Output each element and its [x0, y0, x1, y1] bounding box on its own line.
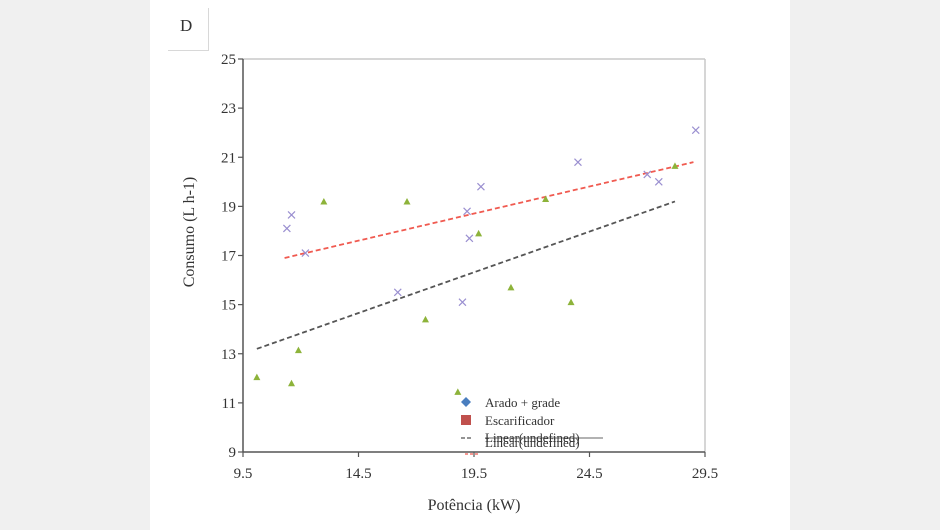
x-marker — [463, 207, 471, 216]
x-marker — [654, 177, 663, 186]
x-marker — [282, 224, 291, 233]
trendline — [256, 200, 676, 350]
triangle-marker — [253, 373, 261, 381]
y-tick-label: 17 — [221, 249, 237, 265]
triangle-marker — [294, 346, 302, 354]
y-axis-title: Consumo (L h-1) — [181, 177, 198, 288]
triangle-marker — [507, 283, 515, 291]
legend-label: Escarificador — [485, 413, 555, 428]
triangle-marker — [671, 162, 679, 169]
legend-label: Arado + grade — [485, 395, 560, 410]
x-marker — [691, 126, 700, 135]
x-tick-label: 24.5 — [576, 466, 602, 482]
x-tick-label: 29.5 — [692, 466, 718, 482]
x-tick-label: 14.5 — [345, 466, 371, 482]
x-marker — [574, 158, 582, 167]
x-tick-label: 9.5 — [234, 466, 253, 482]
x-marker — [393, 288, 402, 297]
legend-label: Linear(undefined) — [485, 430, 580, 445]
triangle-marker — [567, 298, 575, 306]
data-points — [253, 126, 700, 395]
x-marker — [287, 211, 296, 219]
triangle-marker — [542, 195, 550, 203]
legend: Arado + grade Escarificador Linear(undefin… — [461, 395, 603, 455]
y-tick-label: 13 — [221, 347, 236, 363]
x-marker — [458, 298, 467, 307]
triangle-marker — [288, 379, 296, 387]
trendlines — [256, 161, 694, 350]
triangle-marker — [403, 197, 411, 205]
triangle-marker — [421, 315, 429, 323]
y-tick-label: 21 — [221, 150, 236, 166]
x-marker — [643, 170, 652, 179]
y-tick-label: 9 — [229, 445, 237, 461]
axes: 9 11 13 15 17 19 21 23 25 9.5 14.5 19.5 24.5 29.5 — [221, 52, 718, 482]
y-tick-label: 25 — [221, 52, 236, 68]
x-axis-title: Potência (kW) — [428, 497, 521, 514]
chart-panel — [150, 0, 790, 530]
y-tick-label: 19 — [221, 199, 236, 215]
legend-square-icon — [461, 415, 471, 425]
trendline — [284, 161, 694, 259]
x-marker — [477, 182, 485, 191]
panel-label: D — [180, 16, 193, 35]
y-tick-label: 11 — [222, 396, 236, 412]
y-tick-label: 15 — [221, 298, 236, 314]
x-marker — [301, 249, 310, 257]
y-tick-label: 23 — [221, 101, 236, 117]
triangle-marker — [320, 197, 328, 205]
x-tick-label: 19.5 — [461, 466, 487, 482]
x-marker — [465, 234, 474, 243]
panel-label-box: D — [168, 8, 209, 51]
legend-diamond-icon — [461, 397, 471, 407]
legend-label: Linear(undefined) — [485, 435, 580, 450]
triangle-marker — [475, 229, 483, 237]
triangle-marker — [454, 388, 462, 395]
